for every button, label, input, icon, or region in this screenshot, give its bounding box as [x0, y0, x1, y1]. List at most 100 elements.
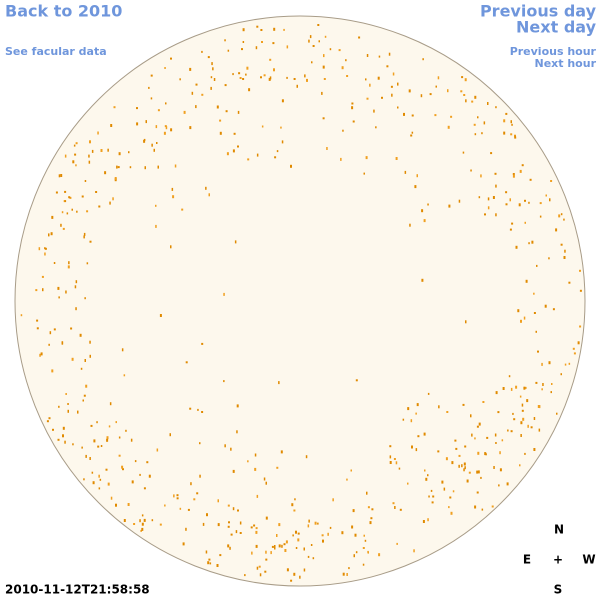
facula [229, 546, 231, 550]
facula [199, 474, 201, 478]
facula [106, 438, 109, 442]
next-hour-link[interactable]: Next hour [535, 57, 597, 70]
facula [110, 496, 113, 500]
facula [523, 316, 526, 320]
facula [170, 245, 172, 249]
compass-east: E [523, 553, 531, 567]
facula [136, 107, 138, 110]
facula [164, 504, 166, 507]
facula [294, 498, 296, 501]
facula [345, 59, 347, 62]
facula [509, 228, 512, 231]
facula [190, 482, 192, 486]
back-link[interactable]: Back to 2010 [5, 2, 122, 21]
facular-link[interactable]: See facular data [5, 45, 107, 58]
facula [378, 553, 381, 557]
facula [157, 109, 160, 112]
facula [420, 94, 423, 98]
facula [239, 521, 242, 525]
facula [176, 497, 179, 500]
facula [476, 425, 479, 428]
facula [411, 114, 414, 117]
facula [346, 478, 348, 481]
next-day-link[interactable]: Next day [516, 18, 597, 37]
facula [340, 157, 342, 161]
facula [196, 492, 199, 495]
facula [236, 404, 239, 408]
facula [342, 129, 344, 132]
facula [81, 446, 83, 449]
facula [239, 532, 242, 534]
facula [246, 66, 249, 70]
facula [308, 39, 310, 43]
facula [437, 450, 440, 453]
facula [172, 195, 175, 199]
facula [125, 429, 127, 432]
facula [64, 440, 66, 444]
facula [281, 140, 284, 144]
facula [537, 405, 540, 408]
facula [321, 91, 323, 95]
facula [141, 522, 144, 526]
compass-south: S [554, 583, 563, 597]
facula [237, 509, 239, 512]
facula [88, 160, 91, 164]
facula [519, 169, 522, 173]
facula [58, 405, 60, 408]
facula [256, 494, 259, 498]
facula [223, 292, 225, 296]
facula [318, 40, 320, 43]
facula [510, 133, 513, 136]
facula [40, 352, 43, 356]
facula [366, 491, 368, 495]
facula [533, 312, 536, 314]
facula [171, 187, 174, 191]
facula [86, 262, 89, 265]
facula [352, 509, 355, 513]
facula [480, 174, 482, 178]
facula [485, 453, 487, 456]
facula [117, 166, 120, 169]
facula [225, 110, 228, 113]
facula [98, 487, 101, 490]
facula [508, 375, 511, 378]
facula [458, 199, 461, 203]
previous-day-link[interactable]: Previous day [480, 2, 597, 21]
facula [563, 256, 566, 259]
facula [353, 554, 355, 558]
previous-hour-link[interactable]: Previous hour [510, 45, 597, 58]
facula [55, 191, 58, 194]
facula [545, 194, 547, 197]
facula [346, 75, 349, 77]
facula [295, 547, 298, 549]
facula [217, 523, 220, 527]
facula [354, 533, 357, 537]
facula [520, 319, 522, 323]
facula [75, 142, 78, 145]
facula [219, 554, 222, 557]
facula [48, 417, 51, 420]
facula [286, 45, 289, 49]
facula [227, 49, 230, 52]
facula [201, 342, 204, 345]
facula [92, 481, 95, 485]
facula [369, 83, 371, 87]
facula [564, 249, 566, 253]
facula [338, 49, 341, 52]
facula [283, 543, 286, 546]
facula [253, 524, 256, 527]
facula [127, 503, 130, 506]
facula [104, 171, 107, 175]
facula [558, 214, 561, 218]
facula [452, 490, 455, 493]
facula [181, 208, 184, 211]
facula [60, 223, 62, 227]
facula [404, 170, 407, 174]
facula [411, 131, 414, 134]
facula [42, 288, 44, 292]
facula [76, 210, 78, 213]
facula [309, 35, 312, 39]
facula [210, 86, 212, 90]
facula [303, 568, 306, 572]
facula [429, 93, 432, 96]
